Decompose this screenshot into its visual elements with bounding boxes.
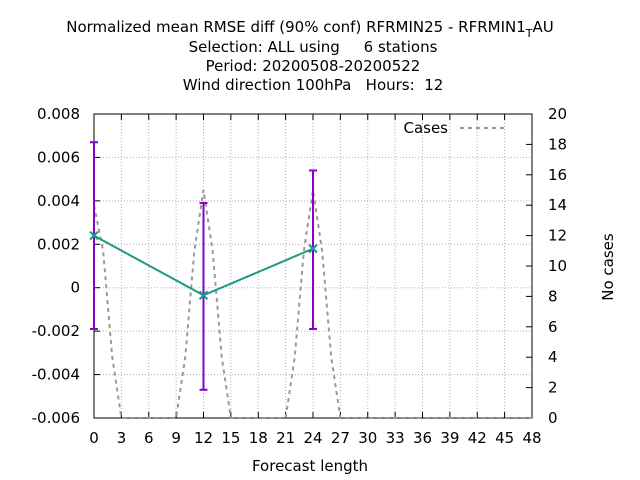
- title-line-1: Normalized mean RMSE diff (90% conf) RFR…: [66, 18, 554, 40]
- y-tick-label: 0: [70, 279, 80, 297]
- title-line-3: Period: 20200508-20200522: [206, 57, 421, 75]
- y2-tick-label: 10: [548, 257, 567, 275]
- y-tick-label: -0.002: [32, 322, 80, 340]
- y2-tick-label: 8: [548, 287, 558, 305]
- x-axis: 0 3 6 9 12 15 18 21 24 27 30 33 36 39 42 45 48: [89, 114, 542, 447]
- x-tick-label: 0: [89, 429, 99, 447]
- point-marker-stroke: [198, 290, 209, 301]
- x-tick-label: 48: [522, 429, 541, 447]
- y-tick-label: -0.006: [32, 409, 80, 427]
- y2-tick-label: 6: [548, 318, 558, 336]
- data-point: [308, 243, 318, 254]
- y-tick-label: 0.002: [37, 235, 80, 253]
- x-tick-label: 36: [413, 429, 432, 447]
- x-tick-label: 33: [386, 429, 405, 447]
- x-tick-label: 30: [358, 429, 377, 447]
- point-marker-stroke: [308, 243, 318, 254]
- error-bars: [90, 141, 317, 391]
- x-tick-label: 39: [440, 429, 459, 447]
- y-tick-label: 0.008: [37, 105, 80, 123]
- x-tick-label: 3: [117, 429, 127, 447]
- x-tick-label: 18: [249, 429, 268, 447]
- x-tick-label: 6: [144, 429, 154, 447]
- y2-tick-label: 12: [548, 227, 567, 245]
- data-point: [89, 230, 99, 241]
- y2-tick-label: 4: [548, 348, 558, 366]
- x-axis-label: Forecast length: [252, 457, 368, 475]
- y-tick-label: 0.006: [37, 148, 80, 166]
- y2-axis-label: No cases: [599, 233, 617, 301]
- legend-label-cases: Cases: [403, 119, 448, 137]
- chart-title: Normalized mean RMSE diff (90% conf) RFR…: [66, 18, 554, 94]
- cases-series: [93, 189, 532, 419]
- x-tick-label: 45: [495, 429, 514, 447]
- rmse-diff-series: [89, 230, 318, 301]
- y2-tick-label: 14: [548, 196, 567, 214]
- point-marker-stroke: [89, 230, 99, 241]
- cases-line: [93, 189, 532, 419]
- x-tick-label: 12: [194, 429, 213, 447]
- y-axis: -0.006 -0.004 -0.002 0 0.002 0.004 0.006 0.008: [32, 105, 100, 427]
- x-tick-label: 24: [303, 429, 322, 447]
- y2-tick-label: 18: [548, 135, 567, 153]
- data-point: [198, 290, 209, 301]
- x-tick-label: 15: [221, 429, 240, 447]
- x-tick-label: 21: [276, 429, 295, 447]
- y2-tick-label: 20: [548, 105, 567, 123]
- y2-axis: 0 2 4 6 8 10 12 14 16 18 20: [526, 105, 567, 427]
- y2-tick-label: 0: [548, 409, 558, 427]
- x-tick-label: 9: [171, 429, 181, 447]
- x-tick-label: 42: [468, 429, 487, 447]
- x-tick-label: 27: [331, 429, 350, 447]
- title-line-4: Wind direction 100hPa Hours: 12: [183, 76, 444, 94]
- title-line-2: Selection: ALL using 6 stations: [189, 38, 438, 56]
- y-tick-label: -0.004: [32, 366, 80, 384]
- legend: Cases: [403, 119, 506, 137]
- y-tick-label: 0.004: [37, 192, 80, 210]
- y2-tick-label: 16: [548, 166, 567, 184]
- y2-tick-label: 2: [548, 379, 558, 397]
